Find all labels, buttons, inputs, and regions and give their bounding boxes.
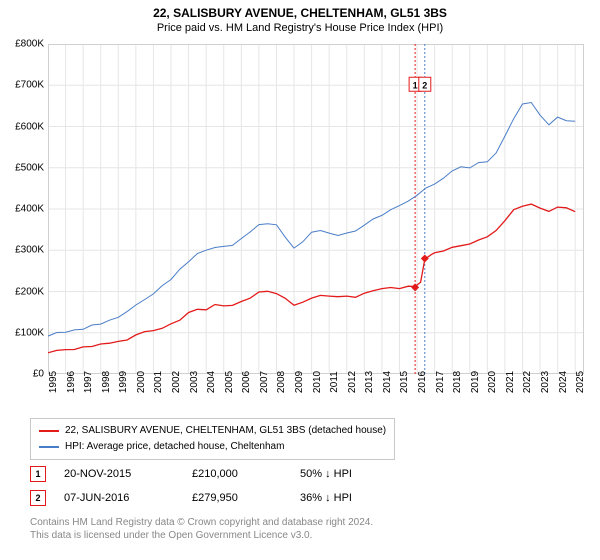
sale-date: 07-JUN-2016 (64, 492, 174, 504)
chart-plot-area: 12 (48, 44, 584, 374)
legend-label: 22, SALISBURY AVENUE, CHELTENHAM, GL51 3… (65, 423, 386, 439)
y-tick-label: £0 (0, 369, 44, 380)
x-tick-label: 2004 (206, 371, 217, 393)
x-tick-label: 2001 (153, 371, 164, 393)
chart-container: 22, SALISBURY AVENUE, CHELTENHAM, GL51 3… (0, 0, 600, 560)
x-tick-label: 1998 (101, 371, 112, 393)
sale-marker-box: 1 (30, 466, 46, 482)
legend-swatch (39, 446, 59, 448)
x-tick-label: 2016 (417, 371, 428, 393)
footer-line-2: This data is licensed under the Open Gov… (30, 529, 373, 542)
sale-price: £210,000 (192, 468, 282, 480)
x-tick-label: 2007 (259, 371, 270, 393)
footer-line-1: Contains HM Land Registry data © Crown c… (30, 516, 373, 529)
footer: Contains HM Land Registry data © Crown c… (30, 516, 373, 542)
x-tick-label: 2009 (294, 371, 305, 393)
y-tick-label: £500K (0, 162, 44, 173)
x-tick-label: 1997 (83, 371, 94, 393)
x-tick-label: 2002 (171, 371, 182, 393)
x-tick-label: 2005 (224, 371, 235, 393)
legend-label: HPI: Average price, detached house, Chel… (65, 439, 284, 455)
x-tick-label: 2008 (276, 371, 287, 393)
legend-item: 22, SALISBURY AVENUE, CHELTENHAM, GL51 3… (39, 423, 386, 439)
x-tick-label: 2022 (522, 371, 533, 393)
y-tick-label: £200K (0, 286, 44, 297)
y-tick-label: £700K (0, 80, 44, 91)
y-tick-label: £300K (0, 245, 44, 256)
sales-table: 1 20-NOV-2015 £210,000 50% ↓ HPI 2 07-JUN-201… (30, 462, 570, 510)
x-tick-label: 2014 (382, 371, 393, 393)
sale-pct-vs-hpi: 36% ↓ HPI (300, 492, 410, 504)
x-tick-label: 2020 (487, 371, 498, 393)
x-tick-label: 1995 (48, 371, 59, 393)
x-tick-label: 2015 (399, 371, 410, 393)
y-tick-label: £800K (0, 39, 44, 50)
sale-row: 2 07-JUN-2016 £279,950 36% ↓ HPI (30, 486, 570, 510)
x-tick-label: 2006 (241, 371, 252, 393)
x-tick-label: 2017 (435, 371, 446, 393)
y-tick-label: £400K (0, 204, 44, 215)
x-tick-label: 2000 (136, 371, 147, 393)
legend-swatch (39, 430, 59, 432)
legend-item: HPI: Average price, detached house, Chel… (39, 439, 386, 455)
chart-subtitle: Price paid vs. HM Land Registry's House … (0, 20, 600, 38)
chart-title: 22, SALISBURY AVENUE, CHELTENHAM, GL51 3… (0, 0, 600, 20)
svg-text:2: 2 (422, 80, 427, 90)
svg-text:1: 1 (413, 80, 418, 90)
x-tick-label: 2003 (189, 371, 200, 393)
chart-svg: 12 (48, 44, 584, 374)
x-tick-label: 1999 (118, 371, 129, 393)
y-tick-label: £600K (0, 121, 44, 132)
sale-date: 20-NOV-2015 (64, 468, 174, 480)
x-tick-label: 2013 (364, 371, 375, 393)
sale-pct-vs-hpi: 50% ↓ HPI (300, 468, 410, 480)
x-tick-label: 2010 (312, 371, 323, 393)
sale-marker-box: 2 (30, 490, 46, 506)
sale-price: £279,950 (192, 492, 282, 504)
x-tick-label: 2018 (452, 371, 463, 393)
x-tick-label: 2019 (470, 371, 481, 393)
x-tick-label: 2025 (575, 371, 586, 393)
x-tick-label: 2012 (347, 371, 358, 393)
y-tick-label: £100K (0, 327, 44, 338)
x-tick-label: 2021 (505, 371, 516, 393)
x-tick-label: 2023 (540, 371, 551, 393)
sale-row: 1 20-NOV-2015 £210,000 50% ↓ HPI (30, 462, 570, 486)
x-tick-label: 1996 (66, 371, 77, 393)
x-tick-label: 2011 (329, 371, 340, 393)
legend: 22, SALISBURY AVENUE, CHELTENHAM, GL51 3… (30, 418, 395, 460)
x-tick-label: 2024 (558, 371, 569, 393)
